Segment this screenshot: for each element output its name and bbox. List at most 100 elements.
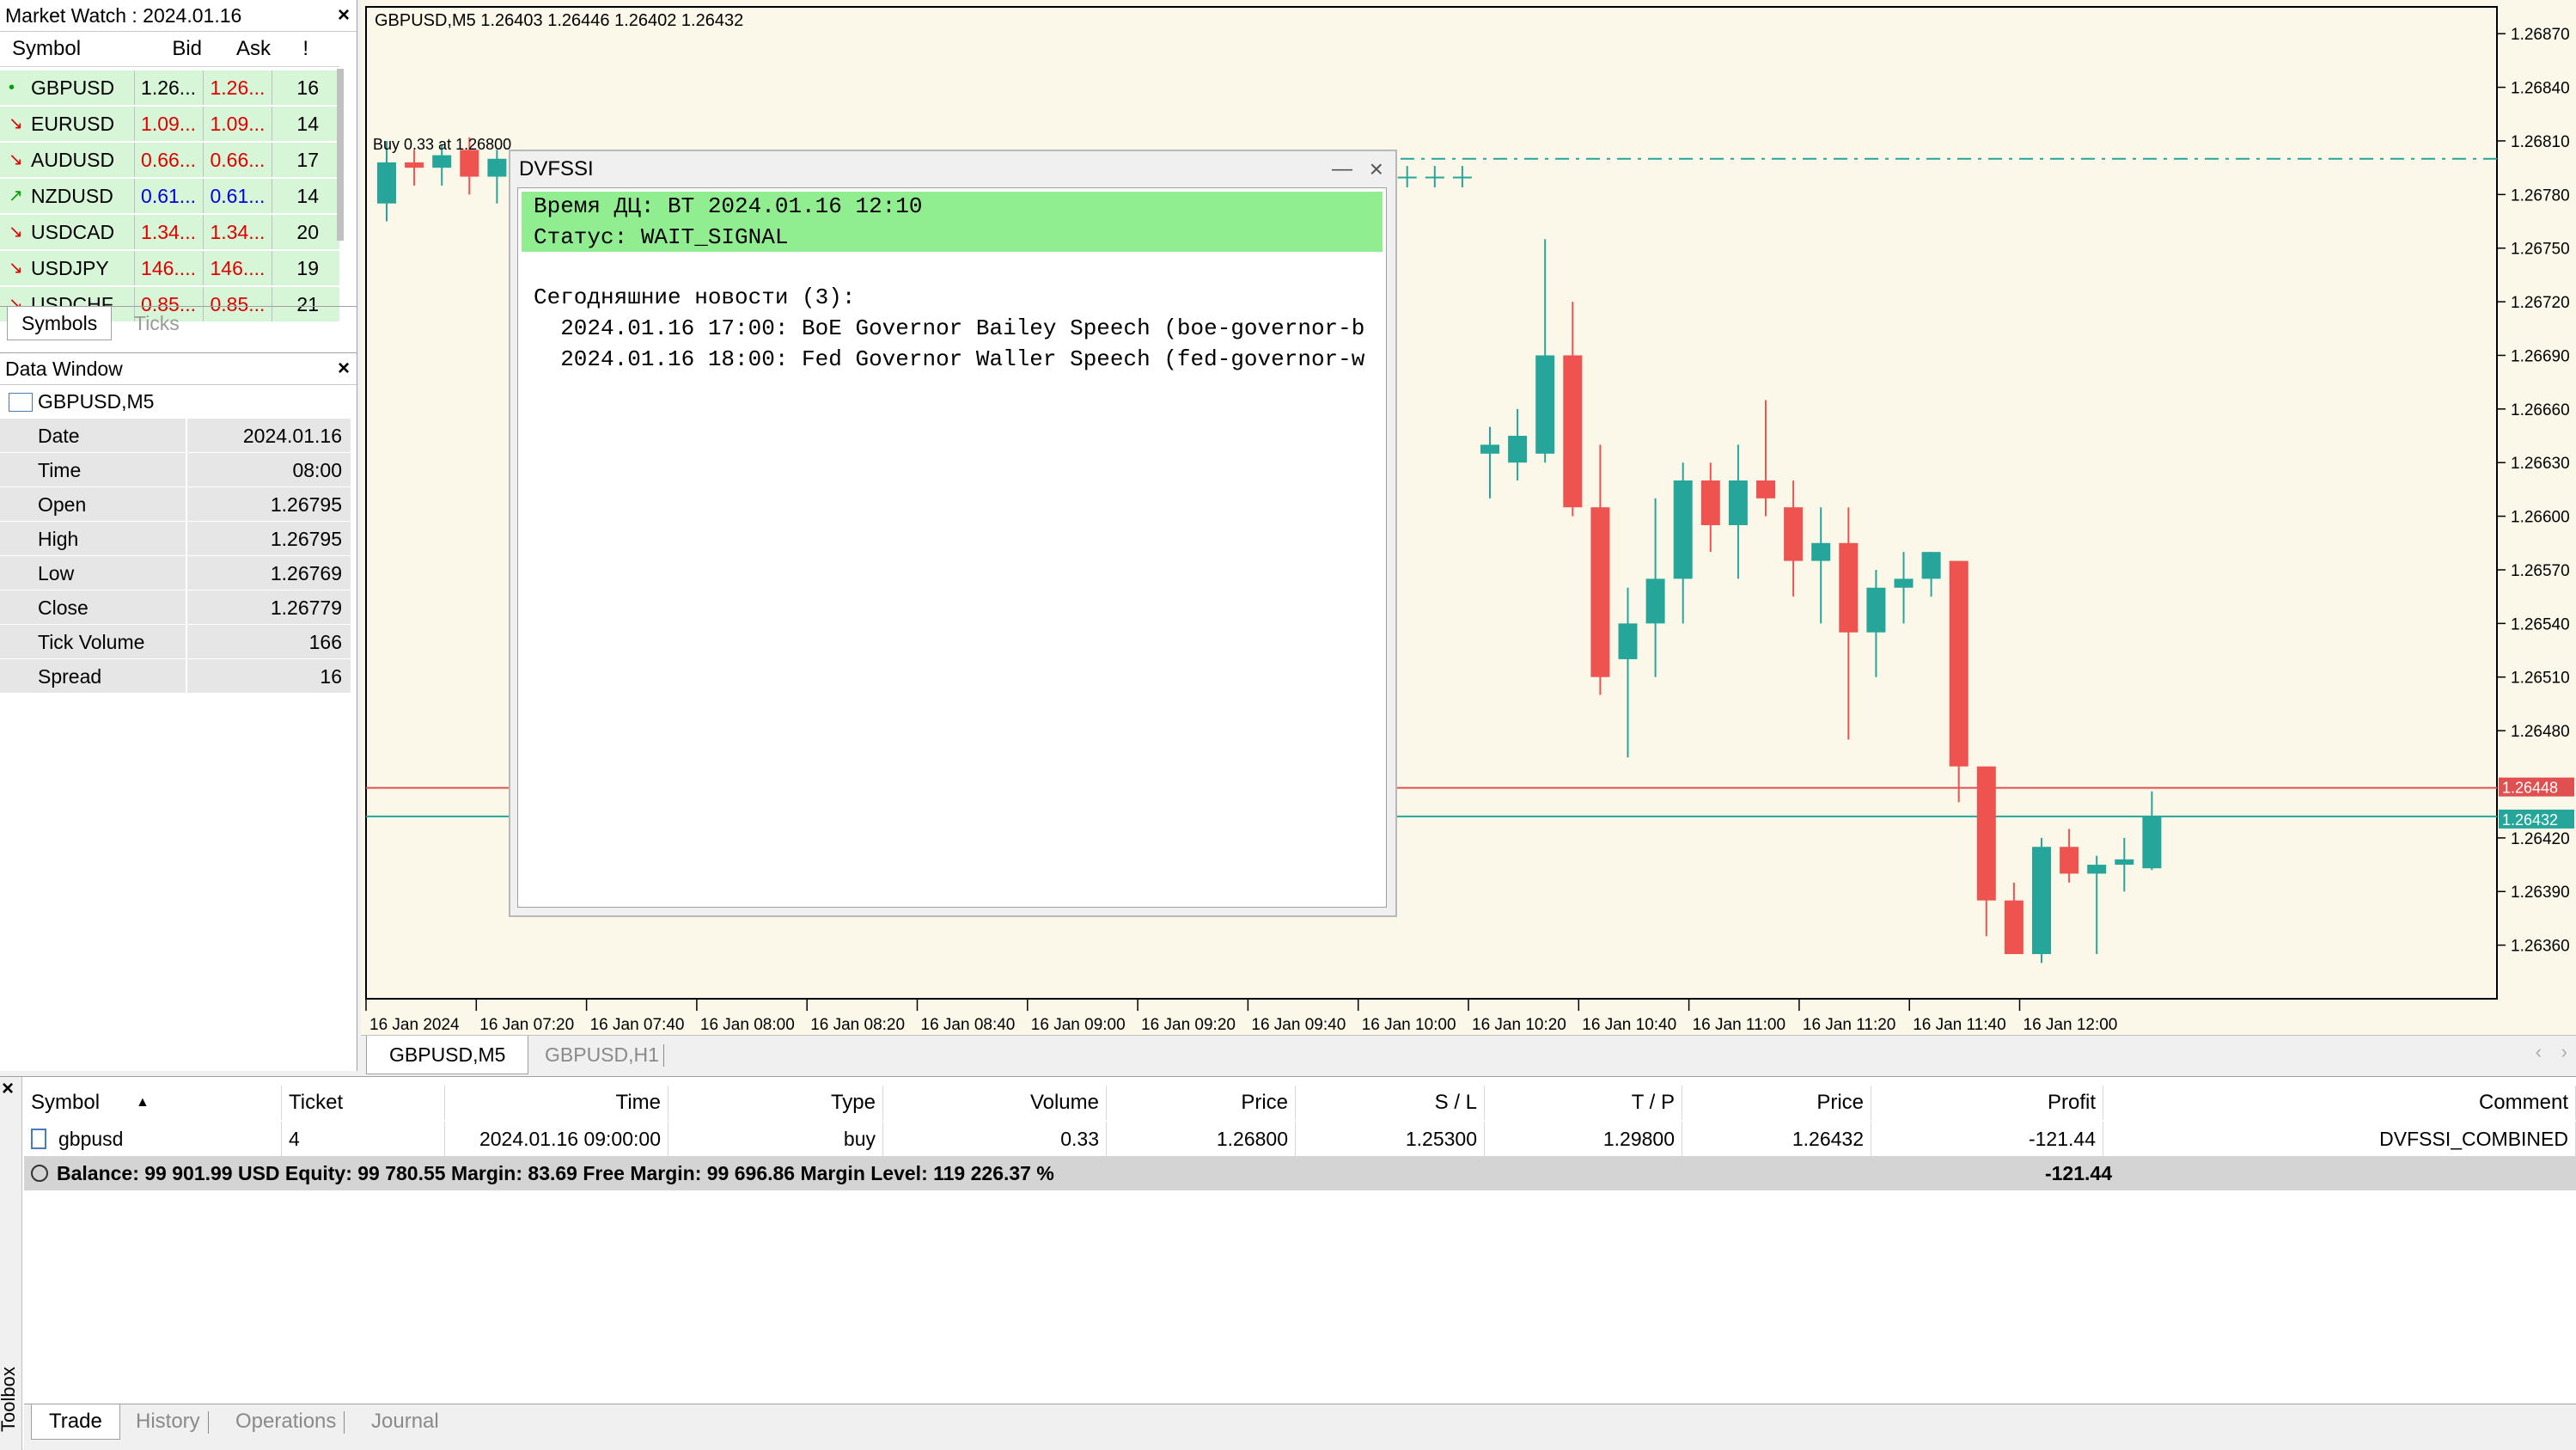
column-header[interactable]: Comment [2103,1086,2576,1120]
list-item[interactable]: ↘ AUDUSD 0.66... 0.66... 17 [0,143,339,177]
candle-body [1563,355,1583,508]
data-window-title: Data Window × [0,353,357,385]
tab-symbols[interactable]: Symbols [7,307,113,340]
toolbox-sidebar: × Toolbox [0,1077,22,1450]
tab-ticks[interactable]: Ticks [134,312,180,334]
symbol-name: GBPUSD [31,76,115,99]
candle-body [1839,542,1859,633]
price-label: 1.26360 [2511,938,2570,956]
bid-cell: 0.66... [134,143,204,177]
arrow-up-icon: ↗ [9,187,23,205]
data-key: Close [0,590,187,624]
list-item[interactable]: • GBPUSD 1.26... 1.26... 16 [0,70,339,105]
symbol-cell: • GBPUSD [0,70,135,105]
column-header[interactable]: Symbol [24,1086,282,1120]
list-item[interactable]: ↘ USDCAD 1.34... 1.34... 20 [0,215,339,249]
bid-cell: 0.61... [134,179,204,213]
close-icon[interactable]: × [337,357,350,380]
candle-body [1645,578,1665,624]
time-label: 16 Jan 10:00 [1362,1016,1456,1034]
data-key: Tick Volume [0,625,187,658]
arrow-down-icon: ↘ [9,114,23,133]
status-text: Статус: WAIT_SIGNAL [534,224,789,250]
tab-gbpusd-m5[interactable]: GBPUSD,M5 [366,1036,529,1074]
bid-cell: 1.26... [134,70,204,105]
arrow-down-icon: ↘ [9,150,23,169]
ask-cell: 146.... [203,251,273,285]
candle-body [460,150,479,177]
bid-cell: 1.09... [134,107,204,141]
news-item: 2024.01.16 18:00: Fed Governor Waller Sp… [534,346,1365,372]
bid-cell: 0.85... [134,287,204,321]
price-label: 1.26540 [2511,615,2570,633]
data-value: 166 [187,625,351,658]
column-header[interactable]: S / L [1296,1086,1485,1120]
list-item[interactable]: ↘ USDCHF 0.85... 0.85... 21 [0,287,339,321]
col-spread[interactable]: ! [302,37,308,60]
time-label: 16 Jan 10:40 [1582,1016,1676,1034]
collapse-icon[interactable] [31,1165,48,1182]
table-cell: buy [668,1122,883,1156]
candle-body [2142,816,2162,869]
time-label: 16 Jan 11:00 [1693,1016,1785,1034]
price-label: 1.26390 [2511,884,2570,902]
dot-icon: • [9,78,15,97]
candle-body [377,162,396,204]
candle-body [1618,623,1638,659]
server-time-text: Время ДЦ: ВТ 2024.01.16 12:10 [534,193,923,219]
market-watch-panel: Market Watch : 2024.01.16 × Symbol Bid A… [0,0,357,354]
symbol-name: USDCAD [31,221,115,243]
tab-gbpusd-h1[interactable]: GBPUSD,H1 [545,1043,659,1066]
scroll-right-icon[interactable]: › [2561,1041,2567,1062]
column-header[interactable]: Ticket [282,1086,445,1120]
data-window-title-text: Data Window [5,358,123,380]
scroll-left-icon[interactable]: ‹ [2535,1041,2542,1062]
data-value: 08:00 [187,453,351,486]
price-label: 1.26420 [2511,830,2570,848]
tab-separator [663,1044,664,1067]
candle-body [1673,480,1693,579]
column-header[interactable]: Volume [883,1086,1107,1120]
close-icon[interactable]: × [1369,156,1383,182]
price-label: 1.26690 [2511,347,2570,365]
dialog-body: Время ДЦ: ВТ 2024.01.16 12:10 Статус: WA… [517,187,1387,908]
chart-icon [9,393,33,412]
time-label: 16 Jan 07:20 [479,1016,574,1034]
list-item[interactable]: ↘ EURUSD 1.09... 1.09... 14 [0,107,339,141]
column-header[interactable]: Price [1682,1086,1871,1120]
time-label: 16 Jan 09:00 [1031,1016,1126,1034]
col-symbol[interactable]: Symbol [12,37,82,60]
time-label: 16 Jan 08:20 [810,1016,905,1034]
candle-body [1976,766,1996,901]
list-item[interactable]: ↘ USDJPY 146.... 146.... 19 [0,251,339,285]
close-icon[interactable]: × [2,1077,15,1100]
column-header[interactable]: Price [1107,1086,1296,1120]
arrow-down-icon: ↘ [9,259,23,278]
candle-body [2004,900,2024,955]
list-item[interactable]: ↗ NZDUSD 0.61... 0.61... 14 [0,179,339,213]
column-header[interactable]: T / P [1485,1086,1682,1120]
price-label: 1.26720 [2511,294,2570,312]
tab-history[interactable]: History [136,1410,200,1433]
col-ask[interactable]: Ask [235,37,271,60]
ask-cell: 1.26... [203,70,273,105]
scrollbar[interactable] [337,69,344,241]
dialog-title[interactable]: DVFSSI [519,157,594,180]
column-header[interactable]: Profit [1871,1086,2103,1120]
table-row[interactable]: gbpusd 4 2024.01.16 09:00:00 buy 0.33 1.26800… [24,1122,2576,1156]
price-label: 1.26630 [2511,455,2570,473]
data-row: High 1.26795 [0,522,352,556]
data-row: Low 1.26769 [0,556,352,590]
column-header[interactable]: Type [668,1086,883,1120]
candle-body [1535,355,1555,454]
column-header[interactable]: Time [445,1086,668,1120]
tab-operations[interactable]: Operations [235,1410,337,1433]
tab-separator [208,1411,209,1434]
tab-journal[interactable]: Journal [371,1410,439,1433]
col-bid[interactable]: Bid [172,37,202,60]
minimize-icon[interactable]: — [1332,157,1352,180]
close-icon[interactable]: × [337,3,350,27]
bid-price-label: 1.26432 [2502,811,2558,829]
tab-trade[interactable]: Trade [31,1404,120,1440]
